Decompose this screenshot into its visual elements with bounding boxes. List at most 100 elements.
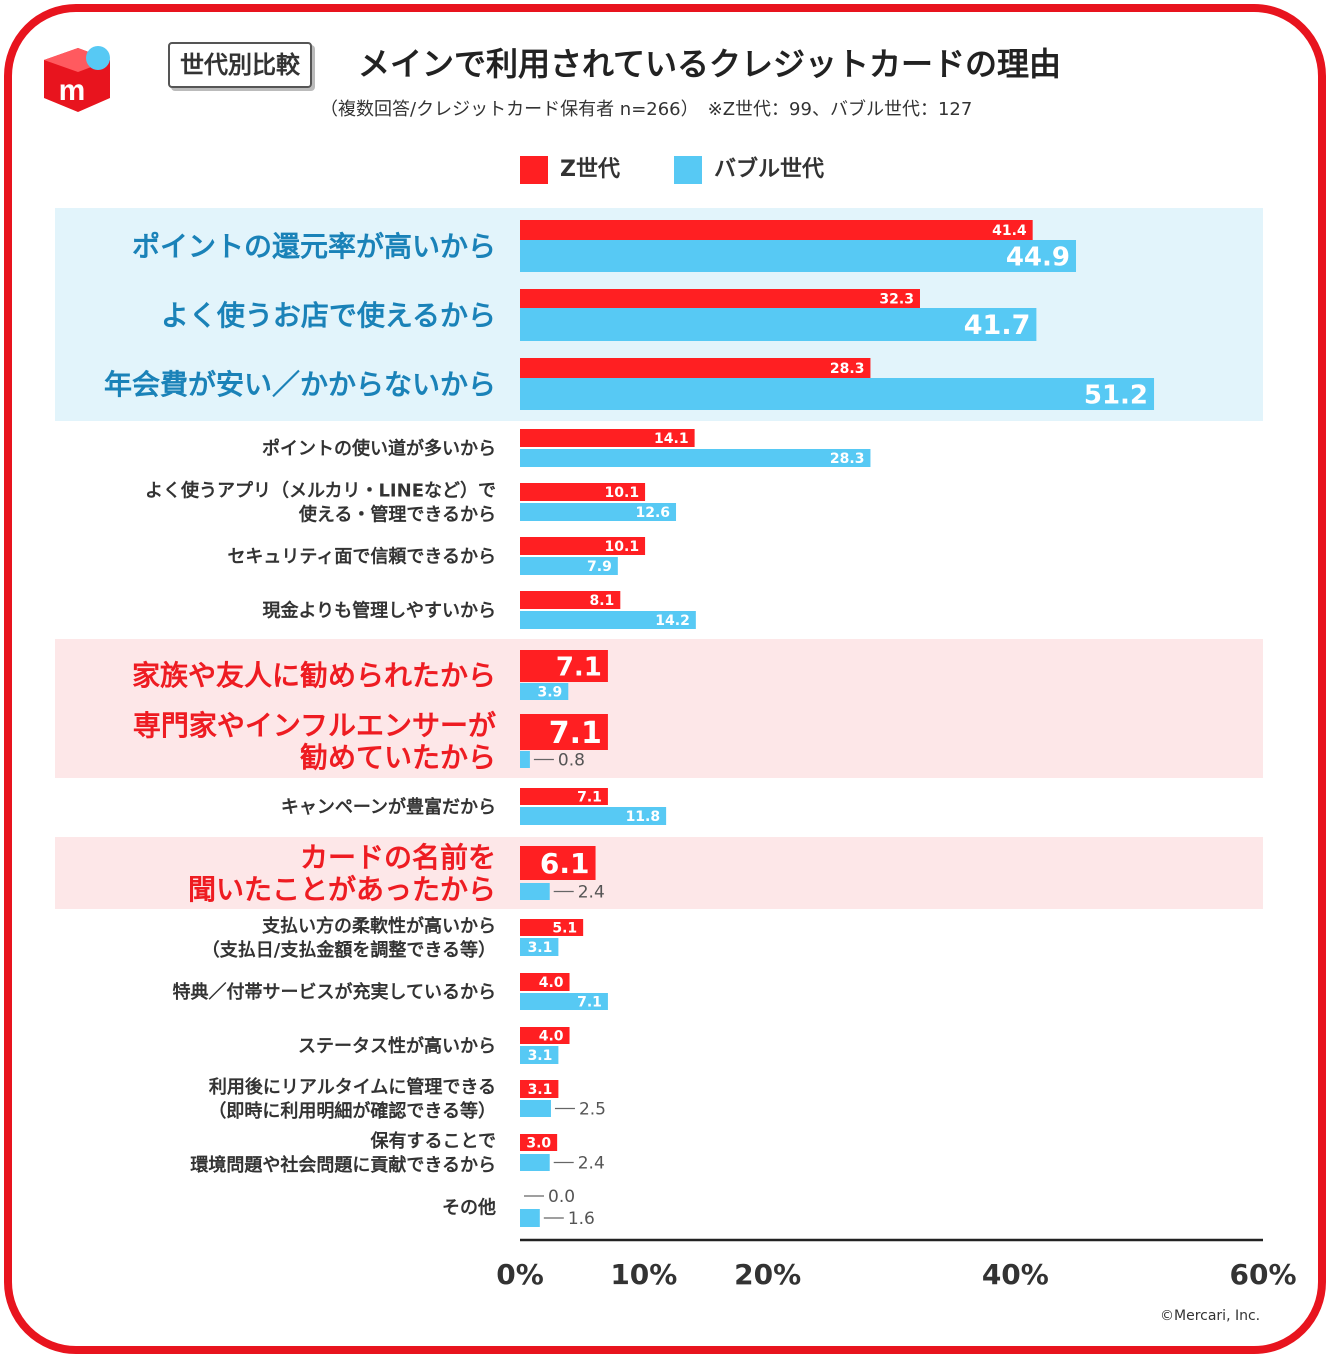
bar-bubble-9 <box>520 751 530 768</box>
value-label-bubble-1: 44.9 <box>1006 242 1070 272</box>
value-label-z-12: 5.1 <box>552 921 577 937</box>
category-label-3: 年会費が安い／かからないから <box>104 368 496 401</box>
bar-bubble-11 <box>520 883 550 900</box>
bar-z-12 <box>520 919 584 936</box>
category-label-4: ポイントの使い道が多いから <box>262 437 496 459</box>
x-tick-label-4: 40% <box>982 1258 1049 1291</box>
category-label-9-line1: 専門家やインフルエンサーが <box>133 709 496 742</box>
value-label-bubble-11: 2.4 <box>578 883 605 903</box>
bar-z-6 <box>520 537 646 555</box>
category-label-8: 家族や友人に勧められたから <box>132 659 496 692</box>
category-label-11-line1: カードの名前を <box>300 841 496 874</box>
value-label-bubble-9: 0.8 <box>558 751 585 771</box>
value-label-z-3: 28.3 <box>830 361 865 377</box>
value-label-bubble-10: 11.8 <box>626 809 661 825</box>
legend-label-bubble: バブル世代 <box>714 157 825 182</box>
value-label-z-17: 0.0 <box>548 1187 575 1207</box>
value-label-bubble-3: 51.2 <box>1084 380 1148 410</box>
comparison-badge: 世代別比較 <box>168 42 312 88</box>
bar-z-1 <box>520 220 1033 240</box>
category-label-14: ステータス性が高いから <box>298 1035 496 1057</box>
value-label-z-6: 10.1 <box>605 539 640 555</box>
category-label-13: 特典／付帯サービスが充実しているから <box>173 981 496 1003</box>
bar-z-5 <box>520 483 646 501</box>
value-label-bubble-5: 12.6 <box>635 505 670 521</box>
bar-z-14 <box>520 1027 570 1044</box>
category-label-12-line1: 支払い方の柔軟性が高いから <box>261 915 496 937</box>
bar-bubble-6 <box>520 557 618 575</box>
value-label-bubble-7: 14.2 <box>655 613 690 629</box>
category-label-12-line2: （支払日/支払金額を調整できる等） <box>202 939 496 961</box>
value-label-bubble-14: 3.1 <box>528 1048 553 1064</box>
value-label-z-13: 4.0 <box>539 975 564 991</box>
category-label-16-line2: 環境問題や社会問題に貢献できるから <box>190 1154 496 1176</box>
value-label-z-2: 32.3 <box>879 292 914 308</box>
value-label-bubble-6: 7.9 <box>587 559 612 575</box>
bar-bubble-1 <box>520 240 1077 272</box>
value-label-bubble-17: 1.6 <box>568 1209 595 1229</box>
bar-bubble-10 <box>520 807 667 825</box>
category-label-9-line2: 勧めていたから <box>300 741 496 774</box>
bar-z-2 <box>520 289 920 308</box>
value-label-bubble-16: 2.4 <box>578 1154 605 1174</box>
value-label-z-14: 4.0 <box>539 1029 564 1045</box>
highlight-band-recommend <box>55 639 1263 778</box>
category-label-5-line2: 使える・管理できるから <box>298 503 496 525</box>
bar-z-7 <box>520 591 621 609</box>
category-label-15-line1: 利用後にリアルタイムに管理できる <box>209 1076 496 1098</box>
bar-bubble-7 <box>520 611 696 629</box>
mercari-logo-icon: m <box>44 46 110 112</box>
highlight-band-cardname <box>55 837 1263 909</box>
bar-z-11 <box>520 846 596 880</box>
copyright: ©Mercari, Inc. <box>1160 1308 1261 1324</box>
legend-swatch-bubble <box>674 156 702 184</box>
value-label-z-9: 7.1 <box>549 716 602 751</box>
chart-subtitle: （複数回答/クレジットカード保有者 n=266） ※Z世代：99、バブル世代：1… <box>320 99 973 120</box>
bar-z-8 <box>520 650 608 682</box>
value-label-bubble-2: 41.7 <box>964 310 1031 341</box>
bar-bubble-2 <box>520 308 1037 341</box>
chart-title: メインで利用されているクレジットカードの理由 <box>358 45 1062 83</box>
bar-bubble-3 <box>520 378 1155 410</box>
legend-label-z: Z世代 <box>560 157 620 182</box>
value-label-bubble-13: 7.1 <box>577 995 602 1011</box>
value-label-z-1: 41.4 <box>992 223 1027 239</box>
category-label-6: セキュリティ面で信頼できるから <box>227 545 496 567</box>
value-label-z-15: 3.1 <box>528 1082 553 1098</box>
category-label-2: よく使うお店で使えるから <box>161 299 496 332</box>
category-label-7: 現金よりも管理しやすいから <box>263 599 496 621</box>
value-label-z-11: 6.1 <box>540 847 590 880</box>
bar-bubble-8 <box>520 683 569 700</box>
bar-bubble-14 <box>520 1046 559 1064</box>
bar-z-3 <box>520 358 871 378</box>
x-tick-label-3: 20% <box>734 1258 801 1291</box>
bar-z-4 <box>520 429 695 447</box>
category-label-16-line1: 保有することで <box>370 1130 496 1152</box>
bar-bubble-17 <box>520 1209 540 1227</box>
category-label-10: キャンペーンが豊富だから <box>281 796 496 818</box>
bar-bubble-12 <box>520 938 559 956</box>
category-label-1: ポイントの還元率が高いから <box>132 230 496 263</box>
category-label-17: その他 <box>442 1196 496 1218</box>
bar-z-10 <box>520 788 608 805</box>
bar-z-16 <box>520 1134 558 1151</box>
value-label-bubble-15: 2.5 <box>579 1100 606 1120</box>
legend-swatch-z <box>520 156 548 184</box>
bar-bubble-16 <box>520 1154 550 1171</box>
bar-z-15 <box>520 1080 559 1098</box>
category-label-5-line1: よく使うアプリ（メルカリ・LINEなど）で <box>145 479 496 501</box>
x-tick-label-5: 60% <box>1229 1258 1296 1291</box>
value-label-z-5: 10.1 <box>605 485 640 501</box>
value-label-z-7: 8.1 <box>589 593 614 609</box>
bar-bubble-5 <box>520 503 677 521</box>
logo-letter: m <box>59 74 86 107</box>
bar-z-9 <box>520 714 608 750</box>
bar-bubble-15 <box>520 1100 551 1117</box>
x-tick-label-1: 0% <box>496 1258 544 1291</box>
category-label-11-line2: 聞いたことがあったから <box>188 873 496 906</box>
x-tick-label-2: 10% <box>610 1258 677 1291</box>
bar-z-13 <box>520 973 570 991</box>
value-label-z-16: 3.0 <box>526 1136 551 1152</box>
bar-bubble-13 <box>520 993 608 1010</box>
